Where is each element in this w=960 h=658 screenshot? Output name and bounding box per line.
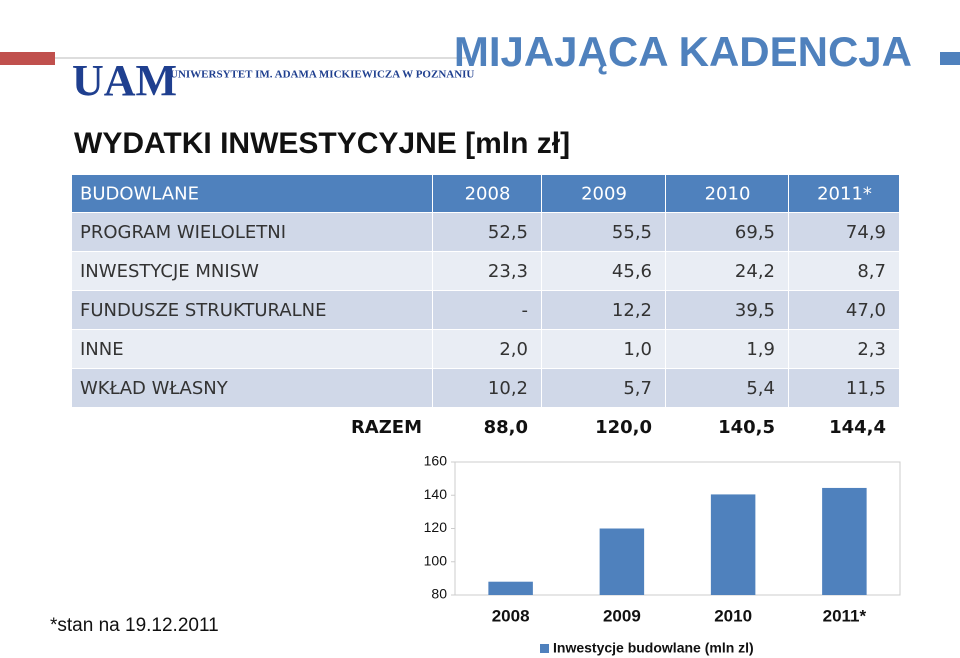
table-cell bbox=[666, 369, 788, 407]
column-header: 2009 bbox=[581, 184, 627, 205]
table-cell bbox=[542, 291, 665, 329]
y-tick-label: 120 bbox=[424, 519, 448, 535]
legend-swatch bbox=[540, 644, 549, 653]
cell-value: 2,0 bbox=[499, 339, 528, 360]
table-cell bbox=[542, 213, 665, 251]
table-cell bbox=[789, 252, 899, 290]
y-tick-label: 80 bbox=[431, 586, 447, 602]
footnote: *stan na 19.12.2011 bbox=[50, 615, 219, 636]
cell-value: 8,7 bbox=[857, 261, 886, 282]
cell-value: 1,9 bbox=[746, 339, 775, 360]
total-row-bg bbox=[72, 408, 900, 446]
table-cell bbox=[433, 330, 541, 368]
cell-value: 45,6 bbox=[612, 261, 652, 282]
cell-value: 5,4 bbox=[746, 378, 775, 399]
cell-value: 74,9 bbox=[846, 222, 886, 243]
x-tick-label: 2010 bbox=[714, 606, 752, 625]
table-cell bbox=[789, 291, 899, 329]
cell-value: 23,3 bbox=[488, 261, 528, 282]
table-cell bbox=[433, 213, 541, 251]
cell-value: 47,0 bbox=[846, 300, 886, 321]
column-header: BUDOWLANE bbox=[80, 184, 199, 205]
table-cell bbox=[666, 330, 788, 368]
row-label: INNE bbox=[80, 339, 124, 360]
cell-value: 39,5 bbox=[735, 300, 775, 321]
table-cell bbox=[433, 369, 541, 407]
slide-title: MIJAJĄCA KADENCJA bbox=[454, 28, 912, 75]
table-cell bbox=[433, 252, 541, 290]
table-cell bbox=[666, 175, 788, 212]
table-cell bbox=[72, 213, 432, 251]
y-tick-label: 100 bbox=[424, 552, 448, 568]
column-header: 2011* bbox=[817, 184, 872, 205]
cell-value: 140,5 bbox=[718, 417, 775, 438]
bar bbox=[710, 494, 756, 595]
y-tick-label: 140 bbox=[424, 486, 448, 502]
bar bbox=[488, 581, 533, 595]
row-label: INWESTYCJE MNISW bbox=[80, 261, 259, 282]
cell-value: 10,2 bbox=[488, 378, 528, 399]
cell-value: 55,5 bbox=[612, 222, 652, 243]
accent-bar-right bbox=[940, 52, 960, 65]
cell-value: 144,4 bbox=[829, 417, 886, 438]
x-tick-label: 2008 bbox=[492, 606, 530, 625]
logo: UAM bbox=[72, 56, 177, 105]
table-cell bbox=[542, 175, 665, 212]
cell-value: 5,7 bbox=[623, 378, 652, 399]
table-cell bbox=[433, 291, 541, 329]
column-header: 2010 bbox=[705, 184, 751, 205]
table-cell bbox=[72, 330, 432, 368]
cell-value: 12,2 bbox=[612, 300, 652, 321]
cell-value: 120,0 bbox=[595, 417, 652, 438]
accent-bar-left bbox=[0, 52, 55, 65]
subtitle: WYDATKI INWESTYCYJNE [mln zł] bbox=[74, 127, 570, 160]
table-cell bbox=[72, 291, 432, 329]
cell-value: 11,5 bbox=[846, 378, 886, 399]
table-cell bbox=[666, 213, 788, 251]
cell-value: 52,5 bbox=[488, 222, 528, 243]
row-label: PROGRAM WIELOLETNI bbox=[80, 222, 286, 243]
cell-value: 2,3 bbox=[857, 339, 886, 360]
table-cell bbox=[789, 330, 899, 368]
table-cell bbox=[542, 330, 665, 368]
table-cell bbox=[666, 252, 788, 290]
column-header: 2008 bbox=[465, 184, 511, 205]
table-cell bbox=[542, 252, 665, 290]
table-cell bbox=[72, 369, 432, 407]
bar bbox=[822, 487, 867, 595]
row-label: RAZEM bbox=[351, 417, 422, 438]
cell-value: 1,0 bbox=[623, 339, 652, 360]
table-cell bbox=[542, 369, 665, 407]
table-cell bbox=[72, 175, 432, 212]
table-cell bbox=[789, 175, 899, 212]
table-cell bbox=[433, 175, 541, 212]
cell-value: 24,2 bbox=[735, 261, 775, 282]
table-cell bbox=[789, 369, 899, 407]
legend-label: Inwestycje budowlane (mln zl) bbox=[553, 640, 754, 656]
university-name: UNIWERSYTET IM. ADAMA MICKIEWICZA W POZN… bbox=[170, 69, 474, 81]
table-cell bbox=[789, 213, 899, 251]
row-label: FUNDUSZE STRUKTURALNE bbox=[80, 300, 327, 321]
cell-value: 88,0 bbox=[484, 417, 528, 438]
table-cell bbox=[666, 291, 788, 329]
row-label: WKŁAD WŁASNY bbox=[80, 378, 229, 399]
cell-value: 69,5 bbox=[735, 222, 775, 243]
table-cell bbox=[72, 252, 432, 290]
y-tick-label: 160 bbox=[424, 453, 448, 469]
bar bbox=[599, 528, 645, 595]
x-tick-label: 2009 bbox=[603, 606, 641, 625]
x-tick-label: 2011* bbox=[823, 606, 867, 625]
cell-value: - bbox=[522, 300, 529, 321]
